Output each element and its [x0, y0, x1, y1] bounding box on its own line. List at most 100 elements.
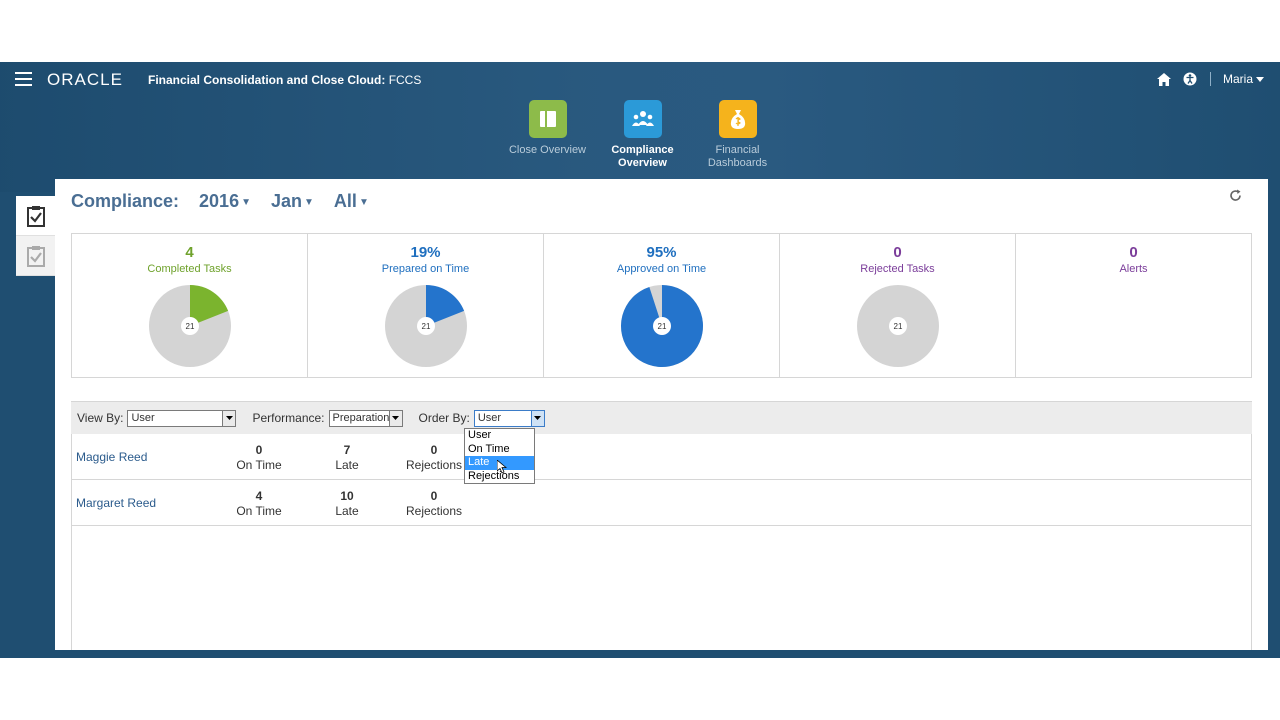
hamburger-menu-icon[interactable] [15, 72, 32, 86]
metric-approved-on-time[interactable]: 95% Approved on Time 21 [544, 234, 780, 377]
user-link[interactable]: Margaret Reed [76, 496, 157, 510]
donut-chart: 21 [385, 285, 467, 367]
dropdown-option[interactable]: User [468, 429, 492, 441]
on-time-count: 0 [255, 443, 263, 457]
nav-card-financial-dashboards[interactable]: Financial Dashboards [690, 100, 785, 170]
user-name: Maria [1222, 72, 1253, 86]
metric-completed-tasks[interactable]: 4 Completed Tasks 21 [72, 234, 308, 377]
page-title: Compliance: 2016 ▼ Jan ▼ All ▼ [71, 191, 369, 212]
donut-slice [426, 285, 465, 326]
donut-center [181, 317, 199, 335]
main-panel: Compliance: 2016 ▼ Jan ▼ All ▼ 4 Completed … [55, 179, 1268, 650]
accessibility-icon[interactable] [1182, 71, 1198, 87]
donut-slice [190, 285, 229, 326]
view-by-value: User [131, 411, 155, 424]
donut-total: 21 [658, 322, 667, 331]
nav-card-label: Close Overview [508, 144, 587, 156]
mouse-cursor-icon [496, 459, 508, 479]
checklist-tab-active[interactable] [16, 196, 56, 236]
caret-down-icon: ▼ [304, 196, 314, 208]
donut-chart: 21 [149, 285, 231, 367]
rejections-count: 0 [430, 489, 438, 503]
metric-value: 19% [410, 244, 441, 261]
app-subtitle: FCCS [388, 73, 422, 87]
app-title: Financial Consolidation and Close Cloud:… [148, 73, 421, 87]
year-dropdown[interactable]: 2016 ▼ [199, 191, 251, 212]
clipboard-check-icon [27, 245, 45, 267]
nav-card-close-overview[interactable]: Close Overview [500, 100, 595, 170]
checklist-tab-inactive[interactable] [16, 236, 56, 276]
money-bag-icon [718, 100, 757, 138]
donut-chart: 21 [621, 285, 703, 367]
performance-value: Preparation [332, 411, 390, 424]
rejections-label: Rejections [405, 504, 463, 518]
people-icon [623, 100, 662, 138]
side-tabs [16, 196, 56, 276]
on-time-label: On Time [236, 504, 282, 518]
dropdown-option[interactable]: On Time [468, 442, 510, 455]
chevron-down-icon [388, 410, 402, 426]
caret-down-icon: ▼ [358, 196, 369, 208]
app-title-text: Financial Consolidation and Close Cloud: [148, 73, 386, 87]
donut-total: 21 [186, 322, 195, 331]
chevron-down-icon [1256, 76, 1264, 82]
metric-value: 4 [185, 244, 194, 261]
period-value: Jan [270, 191, 303, 211]
donut-center [417, 317, 435, 335]
dropdown-option[interactable]: Rejections [468, 469, 520, 482]
rejections-count: 0 [430, 443, 438, 457]
rejections-stat: 0 Rejections [404, 489, 464, 518]
filter-dropdown[interactable]: All ▼ [334, 191, 369, 212]
donut-total: 21 [422, 322, 431, 331]
user-link[interactable]: Maggie Reed [76, 450, 148, 464]
late-count: 10 [340, 489, 354, 503]
late-stat: 10 Late [317, 489, 377, 518]
order-by-select[interactable]: User [473, 409, 545, 427]
filter-value: All [333, 191, 357, 211]
performance-select[interactable]: Preparation [328, 409, 403, 427]
chevron-down-icon [222, 410, 236, 426]
metrics-panel: 4 Completed Tasks 21 19% Prepared on Tim… [71, 233, 1252, 378]
late-label: Late [335, 504, 359, 518]
top-right-controls: Maria [1156, 71, 1264, 87]
performance-list: Maggie Reed 0 On Time 7 Late 0 Rejection… [71, 434, 1252, 650]
late-label: Late [335, 458, 359, 472]
metric-prepared-on-time[interactable]: 19% Prepared on Time 21 [308, 234, 544, 377]
nav-card-compliance-overview[interactable]: Compliance Overview [595, 100, 690, 218]
list-item: Margaret Reed 4 On Time 10 Late 0 Reject… [72, 480, 1251, 526]
page-title-label: Compliance: [71, 191, 180, 211]
donut-total: 21 [894, 322, 903, 331]
year-value: 2016 [199, 191, 240, 211]
refresh-icon[interactable] [1229, 189, 1242, 207]
metric-rejected-tasks[interactable]: 0 Rejected Tasks 21 [780, 234, 1016, 377]
view-by-select[interactable]: User [127, 409, 237, 427]
nav-cards: Close Overview Compliance Overview Finan… [500, 100, 785, 218]
nav-card-label: Compliance Overview [611, 144, 674, 169]
metric-caption: Prepared on Time [381, 263, 470, 275]
book-icon [528, 100, 567, 138]
metric-alerts[interactable]: 0 Alerts [1016, 234, 1251, 377]
metric-value: 95% [646, 244, 677, 261]
on-time-count: 4 [255, 489, 263, 503]
period-dropdown[interactable]: Jan ▼ [271, 191, 314, 212]
top-bar: ORACLE Financial Consolidation and Close… [0, 62, 1280, 98]
divider [1209, 72, 1211, 86]
order-by-dropdown-list: User On Time Late Rejections [464, 428, 535, 484]
donut-chart: 21 [857, 285, 939, 367]
app-shell: ORACLE Financial Consolidation and Close… [0, 62, 1280, 658]
oracle-logo: ORACLE [47, 70, 123, 89]
order-by-value: User [477, 411, 502, 424]
home-icon[interactable] [1156, 71, 1172, 87]
view-by-label: View By: [77, 411, 124, 425]
donut-center [889, 317, 907, 335]
chevron-down-icon [530, 410, 544, 426]
rejections-stat: 0 Rejections [404, 443, 464, 472]
metric-caption: Alerts [1119, 263, 1148, 275]
nav-card-label: Financial Dashboards [707, 144, 768, 169]
late-count: 7 [343, 443, 351, 457]
on-time-label: On Time [236, 458, 282, 472]
metric-caption: Rejected Tasks [860, 263, 935, 275]
caret-down-icon: ▼ [241, 196, 251, 208]
rejections-label: Rejections [405, 458, 463, 472]
user-menu[interactable]: Maria [1223, 72, 1264, 86]
